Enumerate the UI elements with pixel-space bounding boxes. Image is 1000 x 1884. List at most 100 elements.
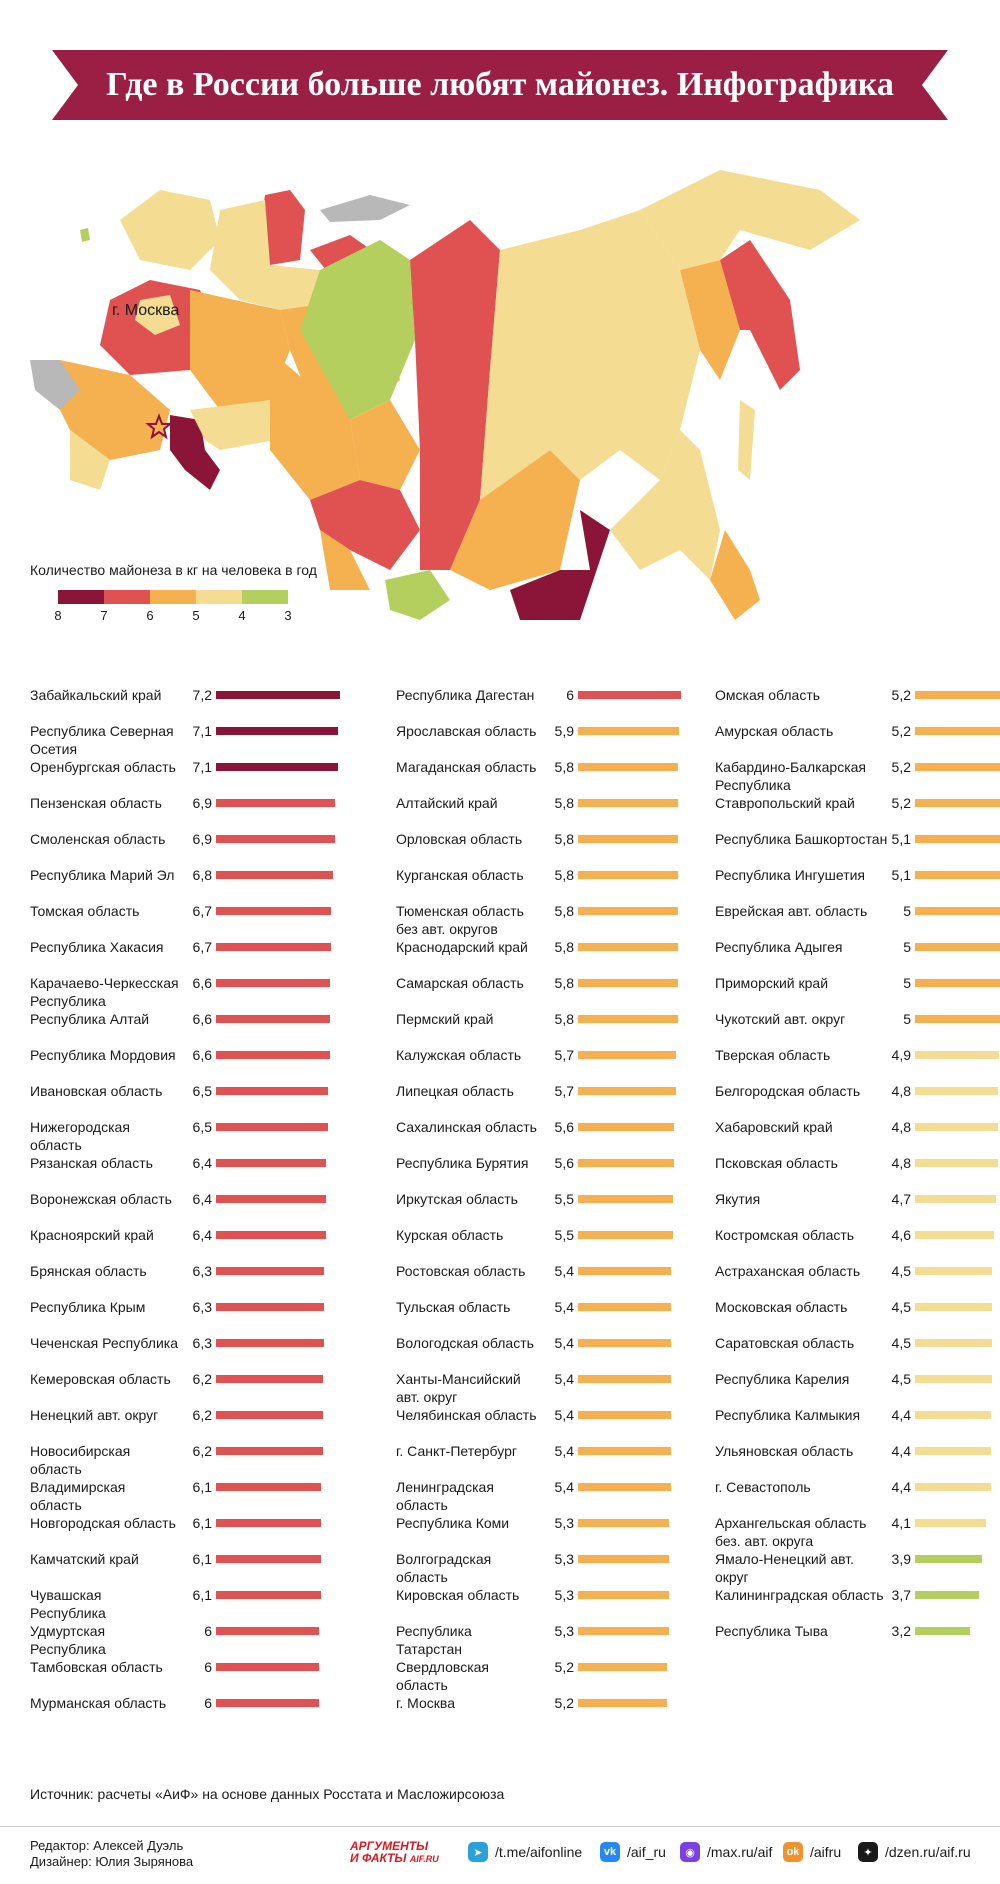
map-region-south-west <box>70 430 110 490</box>
map-region-yakutia <box>480 210 700 500</box>
bar-category-label: Костромская область <box>715 1227 855 1243</box>
bar-value-label: 5,1 <box>891 831 911 847</box>
bar-category-label: Кемеровская область <box>30 1371 171 1387</box>
bar-category-label: Саратовская область <box>715 1335 855 1351</box>
bar <box>578 1195 673 1203</box>
bar-category-label: Республика Марий Эл <box>30 867 175 883</box>
bar <box>915 691 1000 699</box>
bar-category-label: Владимирская область <box>30 1479 126 1513</box>
bar-category-label: Алтайский край <box>396 795 498 811</box>
bar-category-label: Магаданская область <box>396 759 537 775</box>
bar <box>216 763 338 771</box>
bar <box>915 1231 994 1239</box>
bar-value-label: 6,6 <box>192 1011 212 1027</box>
social-link-label: /dzen.ru/aif.ru <box>885 1844 971 1860</box>
aif-logo[interactable]: АРГУМЕНТЫ И ФАКТЫ AIF.RU <box>350 1840 456 1868</box>
bar <box>216 691 340 699</box>
bar-value-label: 5,4 <box>554 1299 574 1315</box>
bar-value-label: 5,6 <box>554 1119 574 1135</box>
bar <box>578 1483 671 1491</box>
bar-category-label: Воронежская область <box>30 1191 172 1207</box>
social-link[interactable]: vk/aif_ru <box>600 1842 666 1862</box>
bar-value-label: 7,1 <box>192 759 212 775</box>
bar-value-label: 6,1 <box>192 1587 212 1603</box>
social-link[interactable]: ✦ /dzen.ru/aif.ru <box>858 1842 971 1862</box>
bar-value-label: 5,7 <box>554 1083 574 1099</box>
legend-swatch <box>58 590 104 604</box>
bar-category-label: Республика Дагестан <box>396 687 535 703</box>
legend-swatch <box>104 590 150 604</box>
bar-value-label: 5,3 <box>554 1515 574 1531</box>
bar <box>915 1627 970 1635</box>
bar-value-label: 4,4 <box>891 1479 911 1495</box>
social-link[interactable]: ➤ /t.me/aifonline <box>468 1842 582 1862</box>
bar-value-label: 5,4 <box>554 1443 574 1459</box>
bar <box>216 1087 328 1095</box>
bar <box>915 1303 992 1311</box>
social-link[interactable]: ok/aifru <box>783 1842 841 1862</box>
bar-value-label: 6,7 <box>192 939 212 955</box>
bar <box>216 1555 321 1563</box>
bar <box>915 1267 992 1275</box>
bar-category-label: г. Москва <box>396 1695 455 1711</box>
bar-category-label: Челябинская область <box>396 1407 537 1423</box>
bar-value-label: 5,8 <box>554 939 574 955</box>
bar-category-label: Нижегородская область <box>30 1119 130 1153</box>
bar-category-label: Республика Хакасия <box>30 939 164 955</box>
bar <box>216 799 335 807</box>
bar <box>578 727 679 735</box>
bar-category-label: Свердловская область <box>396 1659 490 1693</box>
bar-value-label: 4,5 <box>891 1335 911 1351</box>
bar <box>578 1447 671 1455</box>
social-link[interactable]: ◉ /max.ru/aif <box>680 1842 772 1862</box>
bar-category-label: Республика Северная Осетия <box>30 723 174 757</box>
bar-value-label: 5,4 <box>554 1479 574 1495</box>
bar-value-label: 6,2 <box>192 1407 212 1423</box>
bar-category-label: Пензенская область <box>30 795 162 811</box>
bar-category-label: Ростовская область <box>396 1263 526 1279</box>
bar-category-label: Псковская область <box>715 1155 838 1171</box>
social-link-label: /aifru <box>810 1844 842 1860</box>
bar <box>578 1627 669 1635</box>
map-region-moscow-area <box>135 295 180 335</box>
bar-category-label: Ленинградская область <box>396 1479 494 1513</box>
bar-value-label: 4,4 <box>891 1443 911 1459</box>
bar-category-label: Амурская область <box>715 723 834 739</box>
legend-tick: 4 <box>238 608 246 623</box>
bar-value-label: 6 <box>204 1623 212 1639</box>
bar <box>915 943 1000 951</box>
bar-category-label: Чукотский авт. округ <box>715 1011 846 1027</box>
bar-category-label: Чувашская Республика <box>30 1587 106 1621</box>
bar-category-label: Республика Крым <box>30 1299 146 1315</box>
bar-category-label: Якутия <box>715 1191 761 1207</box>
bar-category-label: Ненецкий авт. округ <box>30 1407 159 1423</box>
bar <box>216 1051 330 1059</box>
bar-category-label: Волгоградская область <box>396 1551 492 1585</box>
map-region-sakhalin <box>738 400 755 480</box>
bar-category-label: Чеченская Республика <box>30 1335 178 1351</box>
bar-value-label: 5,1 <box>891 867 911 883</box>
bar-value-label: 5,8 <box>554 759 574 775</box>
map-label-moscow: г. Москва <box>112 302 180 319</box>
page-title: Где в России больше любят майонез. Инфог… <box>106 66 894 103</box>
bar-category-label: Карачаево-Черкесская Республика <box>30 975 179 1009</box>
bar-value-label: 4,8 <box>891 1155 911 1171</box>
bar-value-label: 5,8 <box>554 831 574 847</box>
bar-category-label: Смоленская область <box>30 831 166 847</box>
bar <box>578 979 678 987</box>
bar-value-label: 6,1 <box>192 1551 212 1567</box>
bar-value-label: 5,2 <box>891 759 911 775</box>
map-region-amur-khabarovsk <box>610 430 720 580</box>
bar <box>915 1447 991 1455</box>
bar <box>216 835 335 843</box>
bar-value-label: 7,1 <box>192 723 212 739</box>
map-region-zabaikalsky <box>510 510 610 620</box>
bar-category-label: Республика Бурятия <box>396 1155 529 1171</box>
title-banner: Где в России больше любят майонез. Инфог… <box>52 50 948 120</box>
bar-category-label: Республика Адыгея <box>715 939 843 955</box>
bar-category-label: Приморский край <box>715 975 829 991</box>
bar-value-label: 6,6 <box>192 975 212 991</box>
social-link-label: /aif_ru <box>627 1844 666 1860</box>
bar-value-label: 6 <box>204 1695 212 1711</box>
bar-value-label: 6,9 <box>192 831 212 847</box>
